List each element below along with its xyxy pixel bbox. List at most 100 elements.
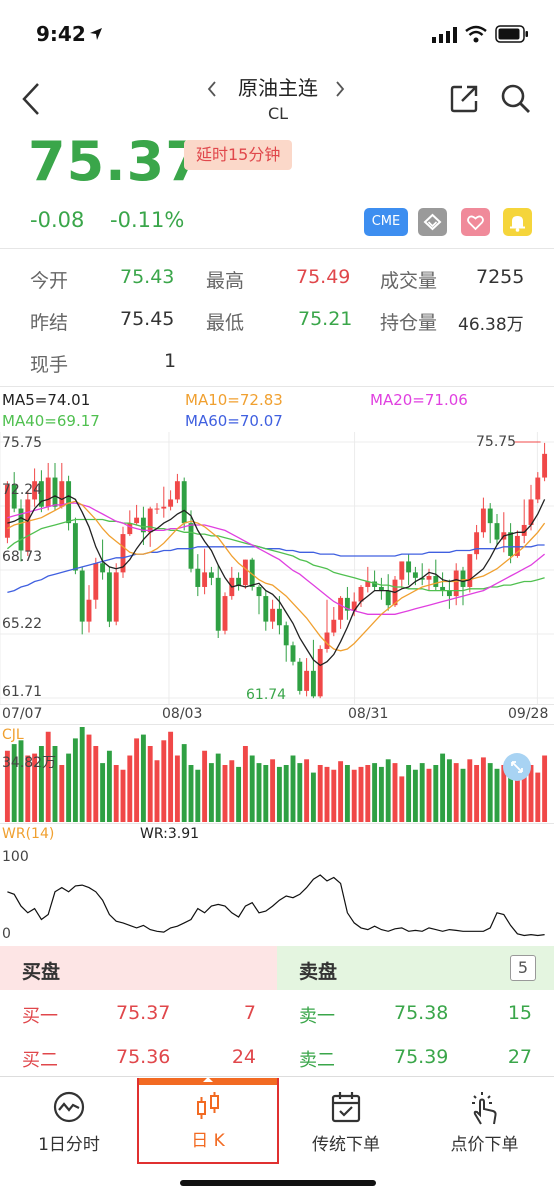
candle-body [106, 572, 112, 622]
volume-bar [154, 760, 160, 822]
search-icon[interactable] [500, 83, 532, 115]
tab-daily-k[interactable]: 日 K [137, 1077, 279, 1164]
candle-body [480, 508, 486, 533]
alert-bell-icon[interactable] [503, 208, 532, 236]
sell-side-header: 卖盘 5 [277, 946, 554, 990]
candle-body [385, 590, 391, 606]
candle-body [32, 481, 38, 500]
candle-body [406, 561, 412, 573]
ask-price[interactable]: 75.39 [394, 1046, 449, 1068]
price-change-percent: -0.11% [110, 208, 185, 232]
candle-body [242, 559, 248, 586]
volume-bar [542, 755, 548, 822]
candle-body [127, 523, 133, 535]
volume-indicator-label: CJL [2, 727, 24, 743]
candle-body [11, 484, 17, 509]
y-tick: 65.22 [2, 616, 43, 632]
share-icon[interactable] [448, 83, 480, 115]
volume-bar [501, 765, 507, 822]
candle-body [467, 554, 473, 587]
volume-bar [215, 753, 221, 822]
candle-body [528, 499, 534, 525]
volume-bar [229, 760, 235, 822]
candle-body [134, 517, 140, 524]
depth-toggle[interactable]: 5 [510, 955, 536, 981]
ask-level-label: 卖二 [299, 1050, 335, 1071]
ma60-line [7, 544, 545, 594]
candle-body [487, 508, 493, 524]
candlestick-chart[interactable] [0, 432, 554, 704]
volume-bar [453, 763, 459, 822]
bid-price[interactable]: 75.37 [116, 1002, 171, 1024]
ma20-label: MA20=71.06 [370, 391, 468, 409]
ask-qty: 15 [507, 1002, 532, 1024]
ask-price[interactable]: 75.38 [394, 1002, 449, 1024]
expand-chart-icon[interactable] [503, 753, 531, 781]
candle-body [66, 481, 72, 524]
candle-body [535, 477, 541, 500]
wr-value-label: WR:3.91 [140, 826, 200, 842]
y-tick: 72.24 [2, 482, 43, 498]
volume-bar [351, 769, 357, 822]
volume-bar [208, 763, 214, 822]
volume-bar [480, 757, 486, 822]
volume-bar [25, 755, 31, 822]
candle-body [446, 590, 452, 597]
candlestick-icon [197, 1092, 219, 1119]
candle-body [412, 572, 418, 578]
volume-bar [276, 766, 282, 822]
bid-price[interactable]: 75.36 [116, 1046, 171, 1068]
prev-contract-icon[interactable] [206, 80, 218, 98]
next-contract-icon[interactable] [334, 80, 346, 98]
wr-indicator-label: WR(14) [2, 826, 55, 842]
favorite-heart-icon[interactable] [461, 208, 490, 236]
tab-traditional-order[interactable]: 传统下单 [277, 1080, 415, 1164]
bid-level-label: 买二 [22, 1050, 58, 1071]
wr-chart[interactable] [0, 846, 554, 946]
status-time: 9:42 [36, 22, 86, 46]
candle-body [344, 597, 350, 611]
volume-bar [426, 768, 432, 822]
y-tick: 68.73 [2, 549, 43, 565]
volume-bar [365, 765, 371, 822]
volume-bar [263, 765, 269, 822]
candle-body [378, 586, 384, 591]
candle-body [202, 572, 208, 587]
volume-bar [127, 755, 133, 822]
contract-title: 原油主连 [238, 76, 318, 100]
candle-body [433, 576, 439, 587]
signal-icon [432, 27, 457, 43]
candle-body [113, 572, 119, 622]
y-tick: 75.75 [2, 435, 43, 451]
x-tick: 09/28 [508, 706, 549, 722]
tab-intraday[interactable]: 1日分时 [0, 1080, 138, 1164]
volume-label: 成交量 [380, 270, 438, 292]
volume-bar [93, 746, 99, 822]
volume-bar [304, 759, 310, 822]
exchange-badge[interactable]: CME [364, 208, 408, 236]
ask-qty: 27 [507, 1046, 532, 1068]
volume-bar [487, 763, 493, 822]
current-hand-value: 1 [164, 350, 177, 372]
back-icon[interactable] [20, 82, 42, 116]
volume-chart[interactable] [0, 725, 554, 823]
candle-body [290, 645, 296, 662]
volume-bar [270, 759, 276, 822]
bid-level-label: 买一 [22, 1006, 58, 1027]
volume-bar [358, 766, 364, 822]
volume-bar [161, 740, 167, 822]
candle-body [419, 577, 425, 580]
volume-bar [372, 763, 378, 822]
candle-body [168, 499, 174, 507]
sell-side-title: 卖盘 [299, 961, 338, 983]
open-label: 今开 [30, 270, 69, 292]
diamond-badge-icon[interactable] [418, 208, 447, 236]
volume-bar [52, 746, 58, 822]
prev-settle-label: 昨结 [30, 312, 69, 334]
volume-bar [249, 755, 255, 822]
ma10-label: MA10=72.83 [185, 391, 283, 409]
volume-bar [331, 769, 337, 822]
candle-body [100, 563, 106, 573]
divider [0, 823, 554, 824]
tab-point-order[interactable]: 点价下单 [415, 1080, 554, 1164]
